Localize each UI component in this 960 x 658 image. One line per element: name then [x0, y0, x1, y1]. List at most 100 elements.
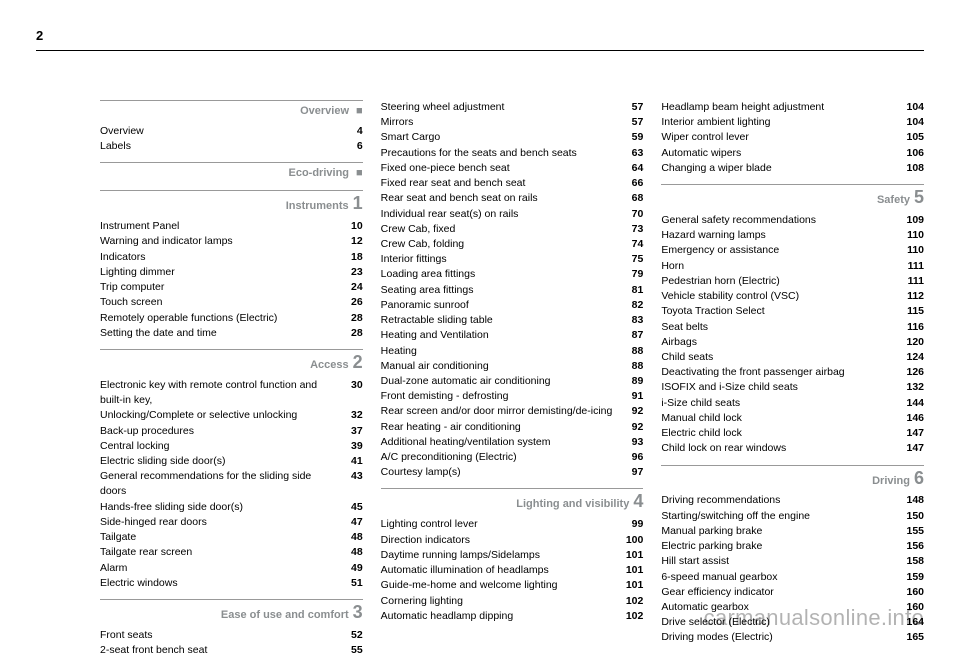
section-bullet-icon: ■ — [356, 166, 363, 182]
toc-entry-label: Wiper control lever — [661, 130, 900, 145]
toc-entry-label: Electric child lock — [661, 426, 900, 441]
toc-entry-page: 45 — [339, 500, 363, 515]
section-header: Ease of use and comfort3 — [100, 599, 363, 624]
toc-entry: Driving modes (Electric)165 — [661, 630, 924, 645]
toc-entry: General recommendations for the sliding … — [100, 469, 363, 499]
toc-entry-label: 6-speed manual gearbox — [661, 570, 900, 585]
toc-entry-label: Dual-zone automatic air conditioning — [381, 374, 620, 389]
toc-entry: Tailgate rear screen48 — [100, 545, 363, 560]
section-header: Lighting and visibility4 — [381, 488, 644, 513]
toc-entry: Back-up procedures37 — [100, 424, 363, 439]
toc-entry: Precautions for the seats and bench seat… — [381, 146, 644, 161]
toc-entry-label: Tailgate — [100, 530, 339, 545]
toc-entry-label: Trip computer — [100, 280, 339, 295]
toc-entry: Gear efficiency indicator160 — [661, 585, 924, 600]
toc-entry-page: 111 — [900, 259, 924, 274]
toc-entry: i-Size child seats144 — [661, 396, 924, 411]
top-rule — [36, 50, 924, 51]
toc-entry: Hazard warning lamps110 — [661, 228, 924, 243]
toc-entry: Driving recommendations148 — [661, 493, 924, 508]
toc-entry-label: Retractable sliding table — [381, 313, 620, 328]
toc-entry: Automatic headlamp dipping102 — [381, 609, 644, 624]
section-title: Instruments — [286, 199, 349, 215]
toc-entry-label: Back-up procedures — [100, 424, 339, 439]
section-header: Driving6 — [661, 465, 924, 490]
toc-entry: Headlamp beam height adjustment104 — [661, 100, 924, 115]
toc-entry: Electric child lock147 — [661, 426, 924, 441]
toc-entry-label: 2-seat front bench seat — [100, 643, 339, 658]
toc-entry-label: Manual air conditioning — [381, 359, 620, 374]
toc-entry: Setting the date and time28 — [100, 326, 363, 341]
toc-entry: Horn111 — [661, 259, 924, 274]
toc-entry: Loading area fittings79 — [381, 267, 644, 282]
section-title: Access — [310, 358, 349, 374]
toc-entry-page: 59 — [619, 130, 643, 145]
toc-entry: Cornering lighting102 — [381, 594, 644, 609]
toc-entry: Toyota Traction Select115 — [661, 304, 924, 319]
toc-entry: Electric sliding side door(s)41 — [100, 454, 363, 469]
toc-entry-page: 147 — [900, 441, 924, 456]
toc-entry-label: Smart Cargo — [381, 130, 620, 145]
toc-entry-label: Automatic headlamp dipping — [381, 609, 620, 624]
toc-entry-label: Individual rear seat(s) on rails — [381, 207, 620, 222]
toc-entry-page: 43 — [339, 469, 363, 484]
toc-entry-page: 82 — [619, 298, 643, 313]
toc-entry-label: Daytime running lamps/Sidelamps — [381, 548, 620, 563]
toc-entry-page: 110 — [900, 243, 924, 258]
toc-entry: Child seats124 — [661, 350, 924, 365]
toc-entry-label: Rear screen and/or door mirror demisting… — [381, 404, 620, 419]
toc-entry-label: Electric sliding side door(s) — [100, 454, 339, 469]
toc-entry-page: 70 — [619, 207, 643, 222]
toc-entry-page: 4 — [339, 124, 363, 139]
toc-entry-label: Heating — [381, 344, 620, 359]
toc-entry-label: Crew Cab, folding — [381, 237, 620, 252]
toc-entry-label: Cornering lighting — [381, 594, 620, 609]
section-title: Lighting and visibility — [516, 497, 629, 513]
toc-entry: Seat belts116 — [661, 320, 924, 335]
toc-entry-label: Hill start assist — [661, 554, 900, 569]
toc-entry: Heating88 — [381, 344, 644, 359]
toc-entry: Lighting dimmer23 — [100, 265, 363, 280]
toc-column-1: Overview■Overview4Labels6Eco-driving■Ins… — [100, 100, 363, 658]
section-number: 4 — [633, 492, 643, 510]
toc-entry-label: Additional heating/ventilation system — [381, 435, 620, 450]
toc-entry: Touch screen26 — [100, 295, 363, 310]
toc-entry-page: 52 — [339, 628, 363, 643]
toc-entry: Electronic key with remote control funct… — [100, 378, 363, 408]
toc-entry-page: 68 — [619, 191, 643, 206]
toc-entry-page: 89 — [619, 374, 643, 389]
toc-entry: A/C preconditioning (Electric)96 — [381, 450, 644, 465]
toc-entry-page: 109 — [900, 213, 924, 228]
toc-entry-label: Setting the date and time — [100, 326, 339, 341]
toc-entry-page: 147 — [900, 426, 924, 441]
toc-entry: Crew Cab, fixed73 — [381, 222, 644, 237]
toc-entry-label: Horn — [661, 259, 900, 274]
toc-entry: ISOFIX and i-Size child seats132 — [661, 380, 924, 395]
toc-entry-page: 26 — [339, 295, 363, 310]
toc-entry-page: 6 — [339, 139, 363, 154]
toc-entry-label: Gear efficiency indicator — [661, 585, 900, 600]
toc-entry-label: Headlamp beam height adjustment — [661, 100, 900, 115]
toc-entry-page: 92 — [619, 420, 643, 435]
toc-entry-label: Fixed rear seat and bench seat — [381, 176, 620, 191]
section-header: Instruments1 — [100, 190, 363, 215]
toc-entry-page: 156 — [900, 539, 924, 554]
toc-entry-label: Crew Cab, fixed — [381, 222, 620, 237]
toc-entry-label: Mirrors — [381, 115, 620, 130]
toc-entry-label: Manual child lock — [661, 411, 900, 426]
toc-entry-label: Heating and Ventilation — [381, 328, 620, 343]
toc-entry: Interior ambient lighting104 — [661, 115, 924, 130]
toc-entry: Rear seat and bench seat on rails68 — [381, 191, 644, 206]
toc-entry-label: Front demisting - defrosting — [381, 389, 620, 404]
toc-entry-label: Lighting dimmer — [100, 265, 339, 280]
toc-entry-page: 64 — [619, 161, 643, 176]
toc-entry-page: 108 — [900, 161, 924, 176]
page-number: 2 — [36, 28, 43, 43]
toc-entry-page: 102 — [619, 609, 643, 624]
toc-entry-page: 110 — [900, 228, 924, 243]
toc-entry-page: 49 — [339, 561, 363, 576]
toc-entry-label: Instrument Panel — [100, 219, 339, 234]
toc-entry-page: 10 — [339, 219, 363, 234]
section-number: 5 — [914, 188, 924, 206]
toc-entry: Labels6 — [100, 139, 363, 154]
